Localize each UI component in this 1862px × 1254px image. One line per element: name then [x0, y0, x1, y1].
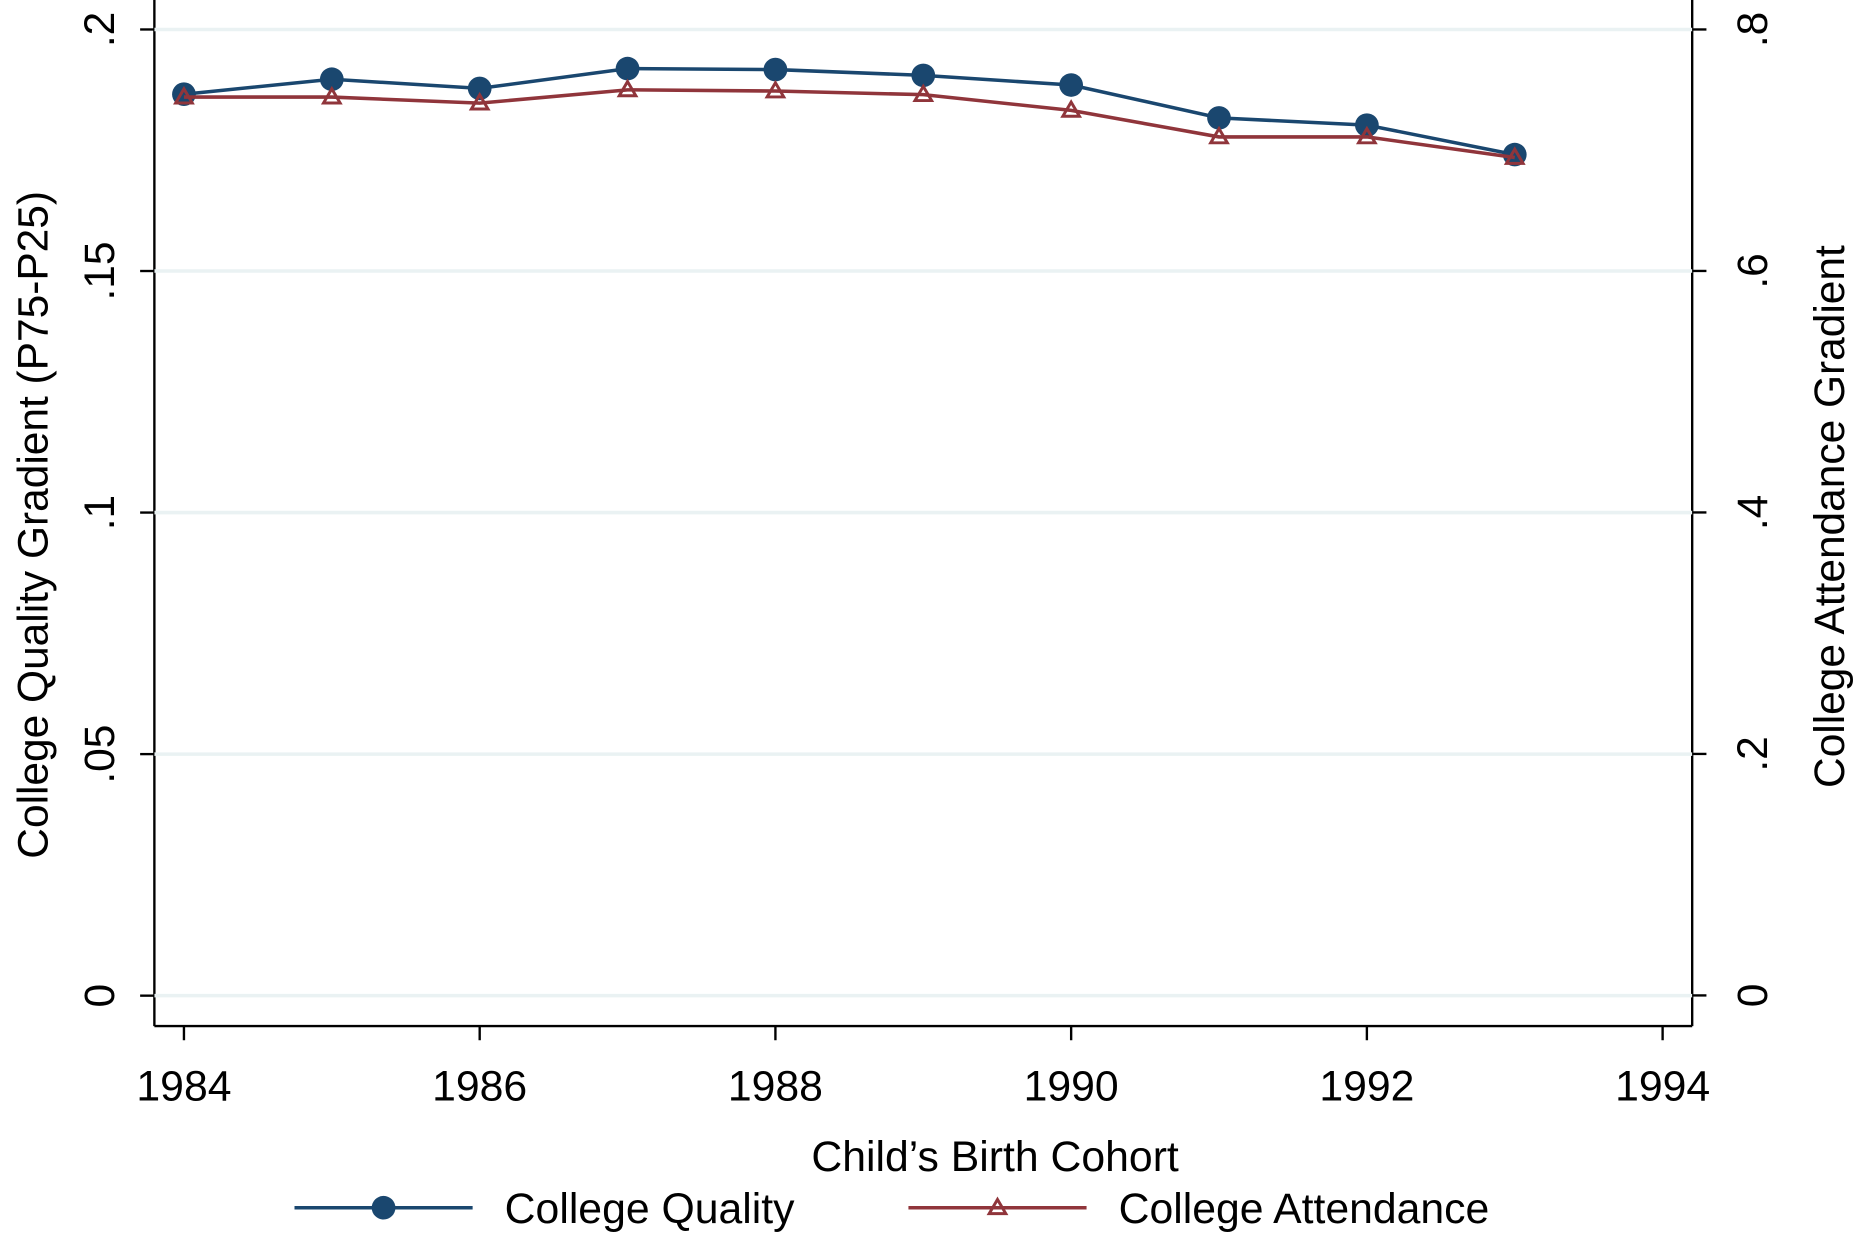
y2-axis-title: College Attendance Gradient	[1806, 245, 1854, 788]
series-line	[183, 66, 1516, 157]
y2-tick-label: 0	[1729, 984, 1777, 1008]
point	[468, 91, 491, 111]
point	[319, 67, 344, 92]
point	[173, 85, 195, 105]
legend-label: College Attendance	[1119, 1185, 1490, 1233]
point	[320, 85, 343, 105]
legend-marker	[986, 1196, 1009, 1216]
point	[615, 56, 640, 81]
y-tick-label: .05	[76, 725, 124, 784]
series-line	[183, 88, 1515, 160]
point	[1060, 99, 1083, 118]
point	[1355, 113, 1379, 137]
x-tick-label: 1992	[1319, 1063, 1414, 1111]
point	[912, 83, 935, 103]
y-tick-label: .15	[76, 242, 124, 301]
y-tick-label: .1	[76, 495, 124, 530]
point	[1503, 146, 1526, 165]
x-tick-label: 1986	[432, 1063, 527, 1111]
x-axis-title: Child’s Birth Cohort	[811, 1133, 1179, 1181]
point	[764, 79, 787, 99]
y2-tick-label: .2	[1729, 736, 1777, 771]
y-axis-title: College Quality Gradient (P75-P25)	[9, 191, 57, 859]
y2-tick-label: .8	[1729, 12, 1777, 47]
point	[616, 78, 639, 98]
point	[1059, 73, 1084, 97]
legend-marker	[371, 1195, 396, 1220]
x-tick-label: 1984	[136, 1063, 231, 1111]
x-tick-label: 1990	[1024, 1063, 1119, 1111]
y2-tick-label: .6	[1729, 253, 1777, 288]
x-tick-label: 1994	[1615, 1063, 1710, 1111]
point	[1208, 125, 1230, 145]
y2-tick-label: .4	[1729, 495, 1777, 530]
x-tick-label: 1988	[728, 1063, 823, 1111]
point	[911, 63, 936, 88]
point	[763, 57, 788, 82]
legend-label: College Quality	[505, 1185, 796, 1233]
point	[467, 76, 492, 101]
point	[1207, 106, 1231, 130]
point	[1355, 125, 1378, 145]
y-tick-label: 0	[76, 984, 124, 1008]
y-tick-label: .2	[76, 12, 124, 47]
